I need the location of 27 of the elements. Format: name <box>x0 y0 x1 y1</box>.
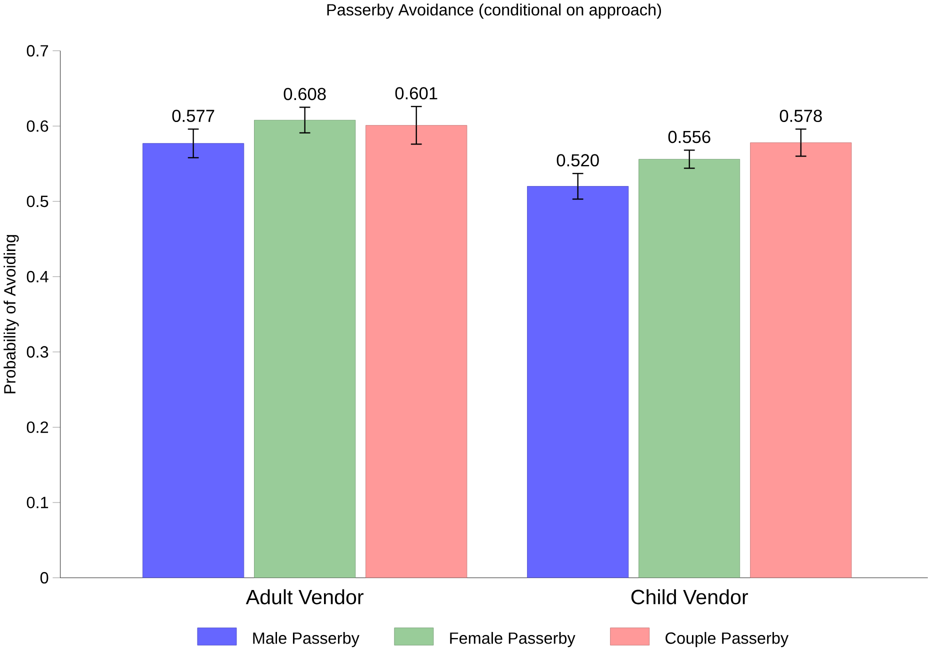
legend-label: Male Passerby <box>253 632 360 648</box>
y-tick-label: 0.6 <box>26 120 48 132</box>
y-tick-label: 0.5 <box>26 196 48 208</box>
y-axis-title: Probability of Avoiding <box>4 235 19 394</box>
y-tick-label: 0.4 <box>26 271 48 283</box>
legend-label: Couple Passerby <box>666 632 789 648</box>
y-tick-label: 0.1 <box>26 496 48 508</box>
y-tick-label: 0 <box>40 572 48 584</box>
data-label: 0.578 <box>780 110 822 122</box>
bar <box>254 120 356 578</box>
y-tick-label: 0.2 <box>26 422 48 434</box>
data-label: 0.577 <box>172 110 214 122</box>
data-label: 0.608 <box>284 88 326 100</box>
legend-label: Female Passerby <box>450 632 576 648</box>
y-tick-label: 0.7 <box>26 45 48 57</box>
data-label: 0.556 <box>668 130 710 144</box>
data-label: 0.601 <box>395 87 438 100</box>
bar <box>366 125 468 578</box>
bar <box>750 142 852 578</box>
bar <box>638 159 740 578</box>
x-tick-label: Child Vendor <box>631 589 748 604</box>
bar <box>142 143 244 578</box>
chart-title: Passerby Avoidance (conditional on approach) <box>327 4 661 19</box>
data-label: 0.520 <box>556 154 599 167</box>
x-tick-label: Adult Vendor <box>246 589 364 604</box>
bar <box>527 186 629 578</box>
y-tick-label: 0.3 <box>26 346 48 358</box>
